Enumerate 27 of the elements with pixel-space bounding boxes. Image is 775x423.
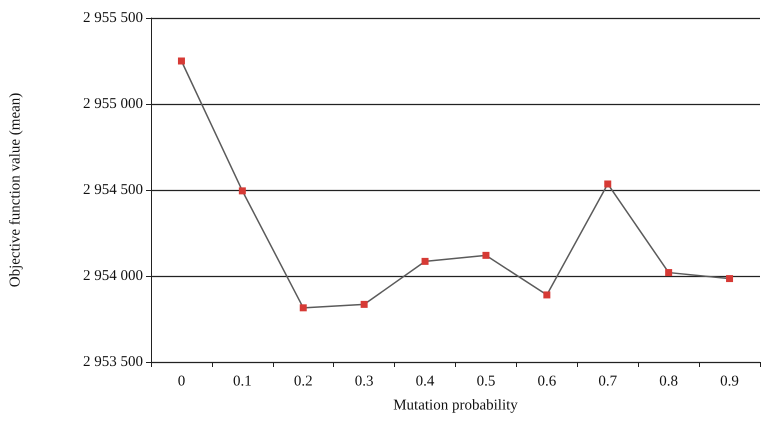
y-tick-label: 2 954 500 bbox=[83, 182, 143, 198]
x-tick-label: 0.1 bbox=[232, 374, 252, 390]
x-tick-label: 0.7 bbox=[598, 374, 618, 390]
x-tick-label: 0.4 bbox=[416, 374, 435, 390]
x-tick-label: 0.9 bbox=[720, 374, 739, 390]
point bbox=[604, 180, 612, 188]
x-tick-label: 0.8 bbox=[659, 374, 678, 390]
x-tick-label: 0.2 bbox=[294, 374, 313, 390]
point bbox=[665, 269, 672, 276]
x-tick-label: 0.5 bbox=[476, 374, 496, 390]
y-tick-label: 2 954 000 bbox=[83, 268, 143, 284]
y-axis-title: Objective function value (mean) bbox=[8, 92, 24, 288]
point bbox=[178, 58, 185, 64]
y-tick-label: 2 955 000 bbox=[83, 96, 143, 112]
x-axis-title: Mutation probability bbox=[393, 398, 518, 414]
x-tick-label: 0.6 bbox=[537, 374, 557, 390]
point bbox=[238, 187, 246, 194]
x-tick-label: 0.3 bbox=[354, 374, 374, 390]
y-tick-label: 2 955 500 bbox=[83, 10, 143, 26]
point bbox=[482, 252, 490, 259]
point bbox=[726, 275, 734, 282]
y-tick-label: 2 953 500 bbox=[83, 354, 143, 370]
point bbox=[360, 300, 368, 308]
point bbox=[422, 258, 429, 265]
point bbox=[300, 304, 307, 312]
point bbox=[543, 291, 550, 298]
x-tick-label: 0 bbox=[178, 374, 186, 390]
